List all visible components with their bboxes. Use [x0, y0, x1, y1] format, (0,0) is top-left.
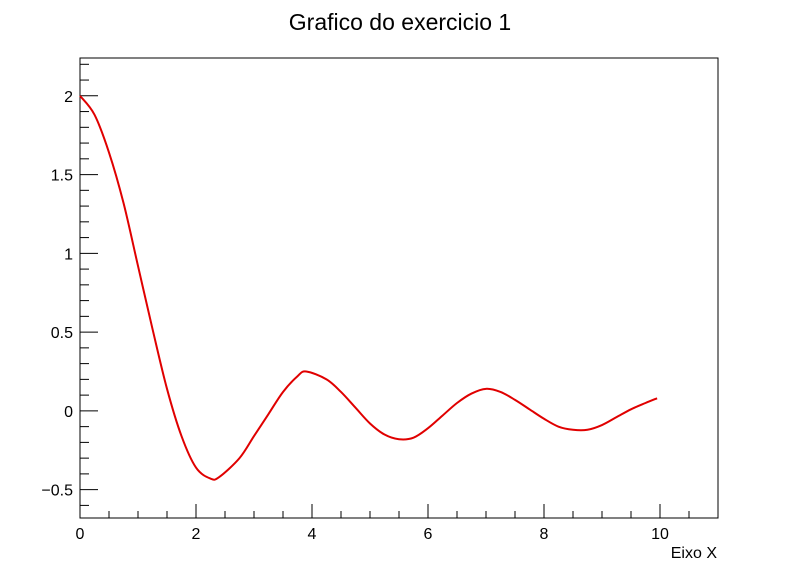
y-tick-label: −0.5: [41, 483, 73, 500]
series-layer: [79, 95, 658, 481]
plot-frame: [79, 57, 719, 519]
y-tick-label: 0.5: [51, 325, 73, 342]
y-axis-ticks: −0.5 0 0.5 1 1.5 2: [41, 63, 98, 506]
x-tick-label: 8: [540, 526, 549, 543]
x-tick-label: 10: [651, 526, 669, 543]
series-line: [79, 95, 658, 481]
y-tick-label: 1: [64, 246, 73, 263]
x-tick-label: 2: [192, 526, 201, 543]
x-axis-title: Eixo X: [671, 545, 718, 562]
x-axis-ticks: 0 2 4 6 8 10: [76, 504, 690, 543]
x-tick-label: 0: [76, 526, 85, 543]
x-tick-label: 4: [308, 526, 317, 543]
y-tick-label: 1.5: [51, 168, 73, 185]
y-tick-label: 0: [64, 404, 73, 421]
x-tick-label: 6: [424, 526, 433, 543]
chart-title: Grafico do exercicio 1: [289, 9, 511, 35]
y-tick-label: 2: [64, 89, 73, 106]
